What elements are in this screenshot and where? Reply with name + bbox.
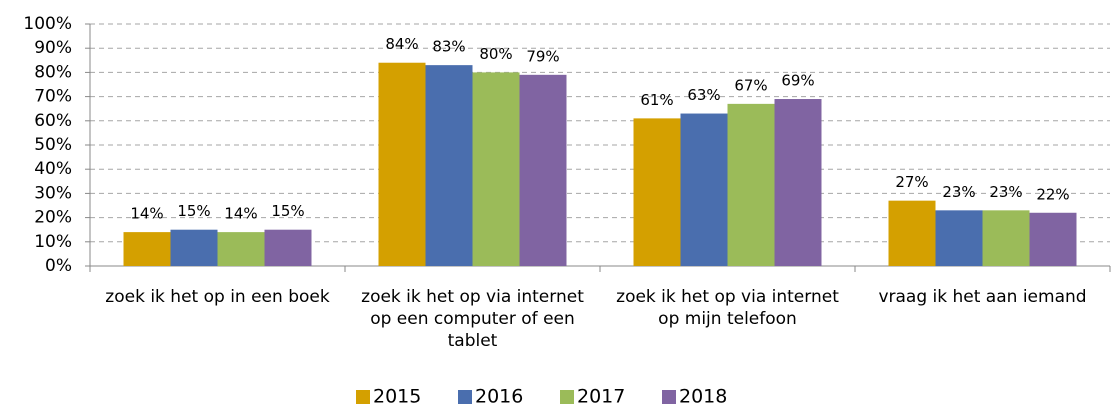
- x-tick-label: zoek ik het op via internet op een compu…: [361, 287, 584, 351]
- data-label: 22%: [1036, 185, 1069, 203]
- bar: [264, 229, 312, 266]
- bar: [217, 232, 265, 266]
- x-tick-label-box: zoek ik het op in een boek: [105, 287, 330, 307]
- y-tick-label: 70%: [34, 87, 72, 107]
- y-tick-label: 30%: [34, 183, 72, 203]
- data-label: 84%: [385, 35, 418, 53]
- bar: [1029, 212, 1077, 266]
- y-tick-label: 0%: [45, 256, 72, 276]
- bar: [378, 62, 426, 266]
- y-tick-label: 60%: [34, 111, 72, 131]
- data-label: 15%: [271, 202, 304, 220]
- legend-swatch: [356, 390, 370, 404]
- bar: [472, 72, 520, 267]
- y-tick-label: 80%: [34, 62, 72, 82]
- bar: [982, 210, 1030, 266]
- data-label: 15%: [177, 202, 210, 220]
- bar: [519, 74, 567, 266]
- data-label: 23%: [942, 183, 975, 201]
- data-label: 63%: [687, 86, 720, 104]
- data-label: 14%: [224, 205, 257, 223]
- y-tick-label: 40%: [34, 159, 72, 179]
- bar: [935, 210, 983, 266]
- y-tick-label: 50%: [34, 135, 72, 155]
- x-tick-label: vraag ik het aan iemand: [878, 287, 1087, 307]
- x-tick-label: zoek ik het op via internet op mijn tele…: [616, 287, 839, 329]
- x-tick-label-box: zoek ik het op via internet op mijn tele…: [616, 287, 839, 329]
- data-label: 83%: [432, 38, 465, 56]
- data-label: 27%: [895, 173, 928, 191]
- data-label: 79%: [526, 47, 559, 65]
- data-label: 61%: [640, 91, 673, 109]
- bar: [170, 229, 218, 266]
- legend-label: 2015: [373, 386, 421, 408]
- x-tick-label-box: zoek ik het op via internet op een compu…: [361, 287, 584, 351]
- legend-swatch: [662, 390, 676, 404]
- data-label: 69%: [781, 72, 814, 90]
- x-tick-label-box: vraag ik het aan iemand: [878, 287, 1087, 307]
- data-label: 67%: [734, 76, 767, 94]
- legend-label: 2018: [679, 386, 727, 408]
- data-label: 80%: [479, 45, 512, 63]
- data-label: 14%: [130, 205, 163, 223]
- bar: [123, 232, 171, 266]
- y-tick-label: 90%: [34, 38, 72, 58]
- y-tick-label: 100%: [23, 14, 72, 34]
- legend-swatch: [560, 390, 574, 404]
- legend-label: 2017: [577, 386, 625, 408]
- legend-swatch: [458, 390, 472, 404]
- bar: [888, 200, 936, 266]
- bar: [774, 99, 822, 267]
- bar: [680, 113, 728, 266]
- data-label: 23%: [989, 183, 1022, 201]
- bar: [633, 118, 681, 266]
- y-tick-label: 10%: [34, 232, 72, 252]
- legend-label: 2016: [475, 386, 523, 408]
- x-tick-label: zoek ik het op in een boek: [105, 287, 330, 307]
- bar: [425, 65, 473, 266]
- bar: [727, 103, 775, 266]
- y-tick-label: 20%: [34, 208, 72, 228]
